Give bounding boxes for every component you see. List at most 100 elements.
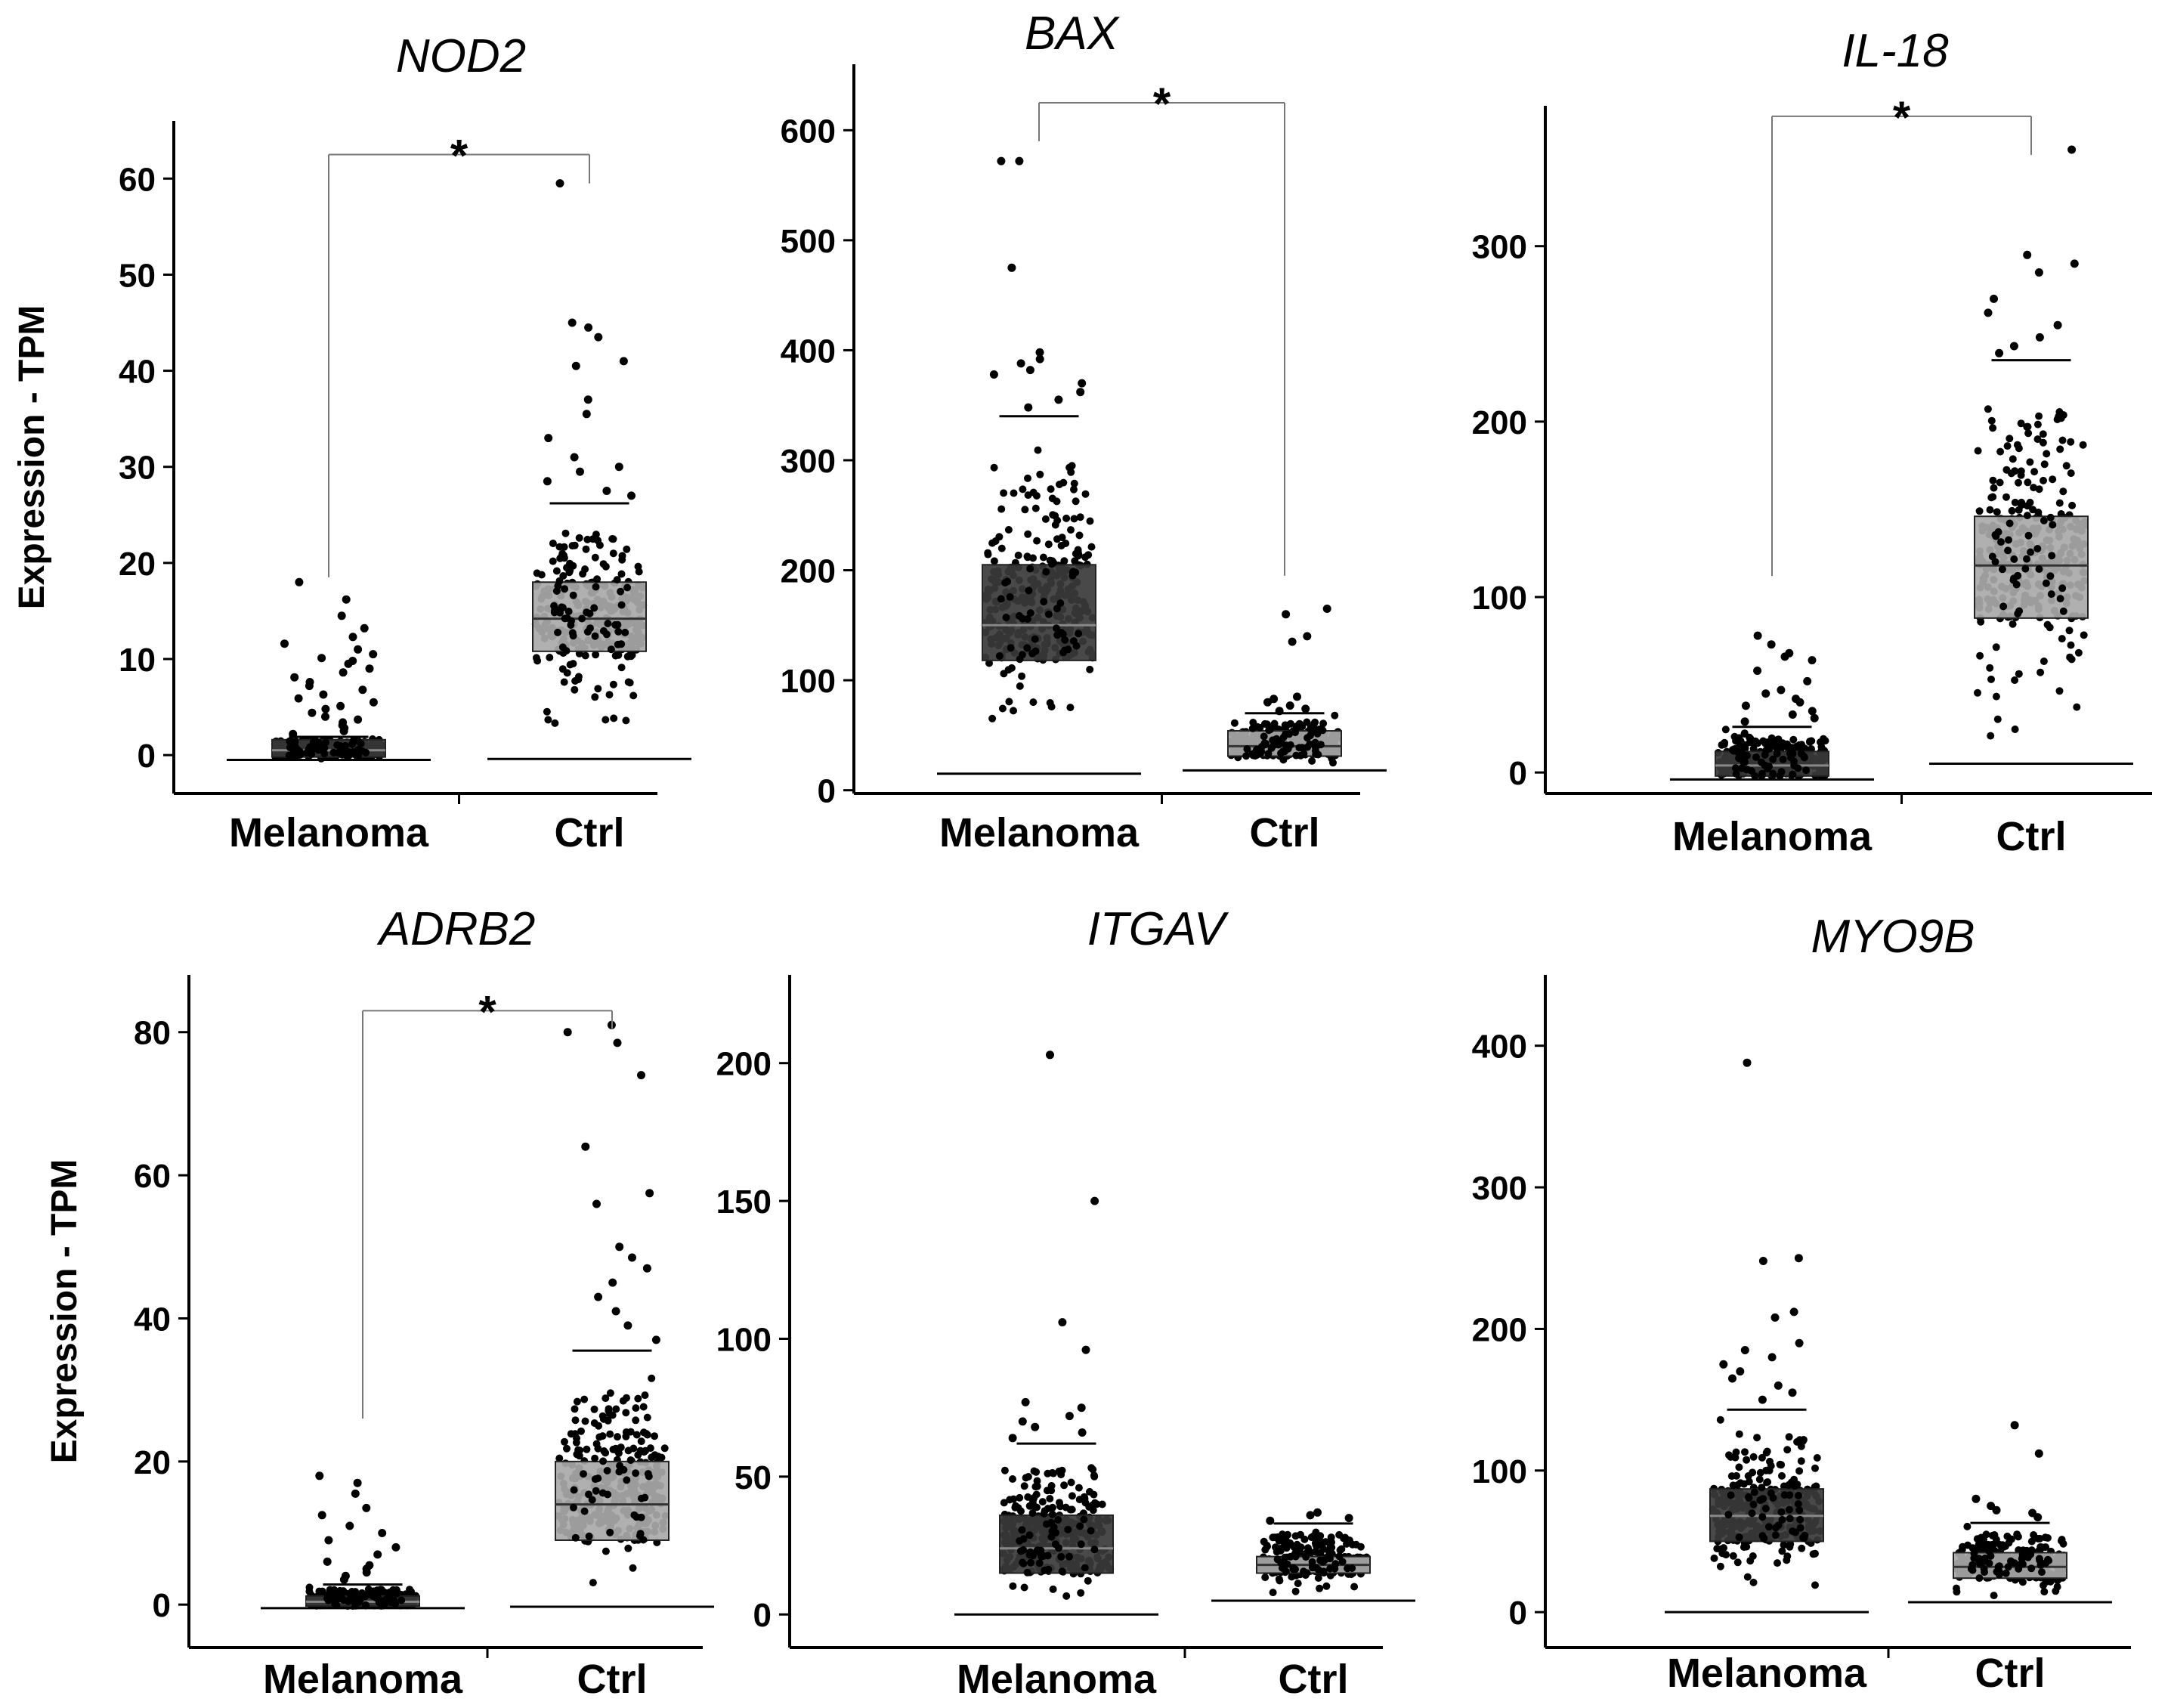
outlier-point [1808,656,1817,665]
data-point [990,463,998,472]
data-point [2017,471,2025,479]
data-point [1746,733,1753,741]
data-point [1089,1465,1097,1474]
y-tick-label: 40 [134,1301,171,1338]
data-point [2011,498,2019,506]
data-point [1780,1541,1788,1549]
data-point [605,691,614,699]
data-point [2039,430,2047,438]
data-point [381,1600,389,1608]
data-point [2024,429,2033,438]
data-point [1302,1553,1310,1561]
data-point [1090,1546,1099,1554]
data-point [1990,1592,1998,1600]
data-point [1311,738,1319,747]
data-point [1010,707,1017,715]
data-point [1081,1493,1088,1501]
data-point [1042,568,1050,576]
outlier-point [1810,713,1819,722]
data-point [1297,1543,1305,1552]
data-point [2055,408,2064,416]
data-point [306,744,314,752]
data-point [618,552,626,560]
data-point [305,1583,314,1592]
data-point [622,716,630,725]
data-point [1291,1532,1300,1540]
data-point [1999,602,2008,611]
data-point [2046,572,2055,580]
data-point [1721,726,1730,734]
y-tick-label: 0 [818,773,836,810]
category-label: Melanoma [1672,814,1873,859]
outlier-point [1266,1516,1275,1525]
data-point [1070,479,1078,487]
data-point [2004,546,2012,555]
data-point [1077,1589,1085,1597]
data-point [1000,1499,1008,1507]
data-point [393,1589,401,1598]
data-point [1716,1562,1724,1570]
data-point [2033,545,2042,552]
data-point [2047,590,2055,599]
data-point [554,628,562,636]
data-point [1748,767,1755,775]
data-point [1975,1555,1983,1563]
data-point [1076,513,1084,521]
data-point [1019,1558,1027,1567]
data-point [1999,1542,2008,1551]
data-point [610,714,618,722]
data-point [2036,1534,2044,1542]
data-point [560,543,568,551]
data-point [1790,757,1798,766]
data-point [578,614,586,623]
data-point [1257,749,1265,757]
outlier-point [1995,348,2004,357]
data-point [1274,1547,1282,1555]
data-point [583,628,592,636]
outlier-point [1313,1508,1322,1517]
data-point [623,545,631,553]
data-point [637,1437,645,1446]
data-point [591,693,599,701]
data-point [1729,1552,1737,1560]
outlier-point [555,179,564,188]
y-tick-label: 20 [134,1444,171,1481]
outlier-point [608,1278,617,1287]
y-tick-label: 300 [781,443,836,480]
data-point [643,1413,651,1422]
chart-title: IL-18 [1842,25,1949,77]
data-point [1057,629,1065,637]
data-point [2034,509,2043,516]
data-point [1027,1558,1034,1567]
data-point [1300,750,1308,758]
outlier-point [645,1189,654,1198]
y-tick-label: 200 [1472,404,1527,441]
data-point [2059,487,2067,496]
data-point [1752,753,1760,761]
data-point [1809,1550,1817,1558]
data-point [2015,506,2023,514]
data-point [580,1395,589,1403]
data-point [1076,1522,1084,1530]
y-tick-label: 100 [781,663,836,700]
data-point [600,1447,608,1455]
category-label: Ctrl [1279,1657,1349,1702]
chart-panel-bax: BAX 0 100 200 300 400 500 600 Melanoma Ctrl * [781,8,1387,856]
data-point [599,1457,608,1465]
data-point [606,1389,614,1397]
data-point [1051,521,1059,529]
data-point [2080,631,2088,639]
outlier-point [619,357,628,366]
data-point [988,714,997,722]
data-point [1091,1499,1099,1507]
outlier-point [324,1536,333,1545]
data-point [648,1374,656,1382]
data-point [997,544,1006,552]
data-point [571,685,579,694]
data-point [2008,506,2016,515]
data-point [336,1591,344,1599]
y-tick-label: 0 [153,1587,171,1624]
data-point [1727,1472,1736,1481]
outlier-point [1008,1434,1017,1443]
